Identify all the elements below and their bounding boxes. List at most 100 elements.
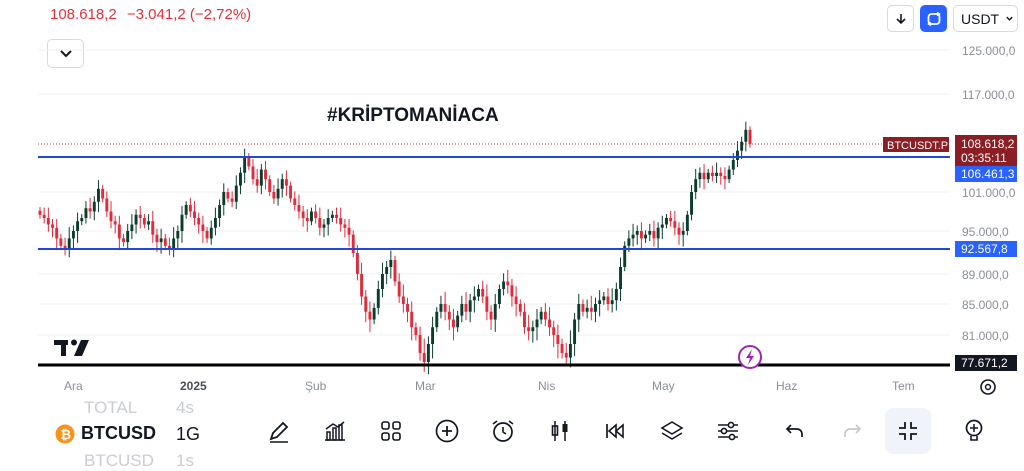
interval-selector[interactable]: 1G [176,424,201,444]
symbol-selector[interactable]: ₿ BTCUSD [55,423,156,444]
candle-body [639,231,643,239]
undo-icon [785,424,803,437]
candle-body [535,319,539,328]
grid-icon [381,421,401,441]
candle-body [310,211,313,222]
settings-sliders-button[interactable] [711,414,745,448]
candle-body [364,296,368,312]
lightning-icon[interactable] [738,345,762,369]
watermark-text: #KRİPTOMANİACA [327,105,499,126]
candle-body [581,304,585,312]
candlestick-icon [551,421,568,441]
candle-body [397,281,401,297]
candle-body [126,231,130,243]
candle-body [230,198,234,202]
chart-type-button[interactable] [543,414,577,448]
candle-body [669,218,673,222]
x-tick: 2025 [180,379,207,393]
candle-body [42,214,46,218]
candle-body [401,296,405,304]
x-tick: May [652,379,675,393]
candle-body [385,266,389,274]
drawing-tool-button[interactable] [262,414,296,448]
candle-body [460,304,464,316]
x-tick: Ara [64,379,83,393]
candle-body [360,274,364,297]
candle-body [619,266,622,289]
candle-body [168,245,171,250]
candle-body [694,179,698,192]
candle-body [368,311,372,320]
candle-body [464,304,468,312]
candle-body [443,304,447,312]
candle-body [568,344,572,358]
sync-button[interactable] [920,5,947,32]
ghost-watchlist-interval: 1s [176,451,194,470]
add-button[interactable] [430,414,464,448]
candle-body [322,224,326,228]
layout-button[interactable] [374,414,408,448]
candle-body [138,214,142,218]
candle-body [330,214,334,218]
candle-body [109,211,113,222]
candle-body [147,221,151,225]
x-tick: Şub [305,379,327,393]
candle-body [497,289,501,304]
candle-body [59,238,63,246]
candle-body [489,311,493,320]
price-header: 108.618,2 −3.041,2 (−2,72%) [50,6,257,23]
candle-body [301,211,305,218]
candle-body [393,259,397,282]
chevron-down-icon [1006,16,1013,21]
price-chart[interactable]: #KRİPTOMANİACA 125.000,0 117.000,0 101.0… [0,0,1024,460]
settings-icon[interactable] [980,379,996,395]
undo-button[interactable] [778,414,812,448]
candle-body [293,198,297,205]
x-tick: Haz [776,379,797,393]
candle-body [435,311,439,328]
candle-body [556,335,560,345]
alert-button[interactable] [486,414,520,448]
candle-body [523,311,526,328]
ideas-button[interactable] [957,414,991,448]
candle-body [426,344,430,363]
candle-body [201,224,205,231]
candle-body [598,300,602,304]
fullscreen-exit-button[interactable] [885,408,931,454]
candle-body [97,188,100,202]
candle-body [502,281,506,289]
candle-body [372,307,376,320]
collapse-button[interactable] [47,39,84,68]
candle-body [706,172,710,180]
candle-body [264,169,267,180]
candle-body [188,205,192,212]
ghost-watchlist-item: TOTAL [84,398,138,417]
object-tree-button[interactable] [655,414,689,448]
indicators-button[interactable] [318,414,352,448]
replay-button[interactable] [598,414,632,448]
candle-body [552,327,556,335]
candle-body [585,307,589,312]
line-tag-bottom: 77.671,2 [955,355,1017,371]
candle-body [414,327,418,335]
candle-body [176,231,180,239]
x-tick: Nis [538,379,555,393]
candle-body [648,231,652,235]
candle-body [142,218,146,225]
candle-body [297,205,301,212]
candle-body [727,169,731,180]
candle-body [255,179,259,186]
candle-body [468,300,472,312]
candle-body [318,218,322,228]
download-button[interactable] [887,5,914,32]
candle-body [452,319,455,328]
line-tag-value: 77.671,2 [961,356,1008,370]
line-tag-value: 92.567,8 [961,242,1008,256]
candle-body [339,218,343,225]
currency-select[interactable]: USDT [953,5,1018,32]
candle-body [594,304,597,312]
redo-button[interactable] [835,414,869,448]
candle-body [527,327,531,332]
candle-body [226,192,230,199]
candle-body [418,335,422,354]
